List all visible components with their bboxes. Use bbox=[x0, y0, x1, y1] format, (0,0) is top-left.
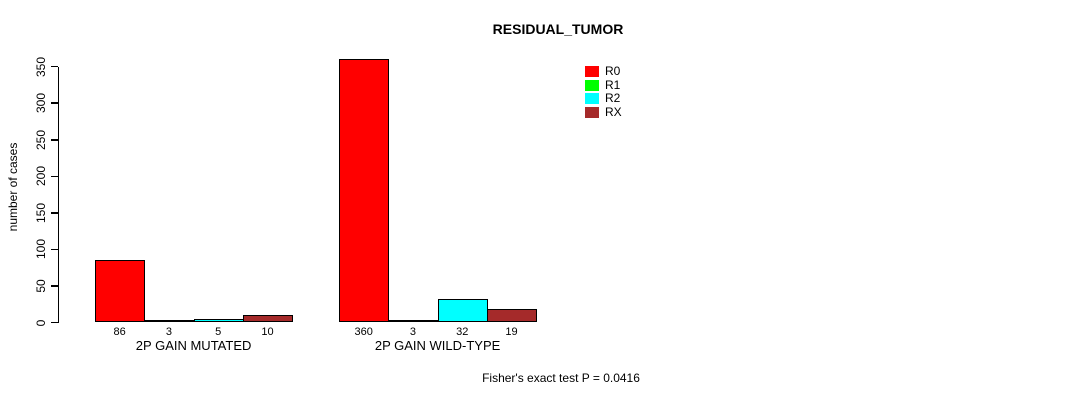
category-label-group2: 2P GAIN WILD-TYPE bbox=[374, 337, 501, 353]
bar-r2-group1 bbox=[193, 318, 244, 323]
legend-item-r0: R0 bbox=[585, 64, 622, 78]
y-tick-mark bbox=[50, 212, 58, 214]
legend-label: RX bbox=[605, 104, 622, 119]
legend-swatch-rx bbox=[585, 106, 599, 118]
bar-rx-group2 bbox=[486, 308, 538, 323]
y-tick-mark bbox=[50, 65, 58, 68]
y-tick-mark bbox=[50, 139, 58, 141]
category-label-group1: 2P GAIN MUTATED bbox=[135, 337, 252, 353]
bar-value-label: 5 bbox=[215, 325, 222, 338]
bar-value-label: 3 bbox=[409, 325, 416, 338]
y-tick-mark bbox=[50, 102, 58, 104]
y-axis-title: number of cases bbox=[6, 142, 20, 232]
y-tick-mark bbox=[50, 248, 58, 251]
legend-label: R0 bbox=[605, 64, 621, 78]
legend-swatch-r2 bbox=[585, 93, 599, 104]
bar-value-label: 32 bbox=[456, 325, 469, 338]
legend-swatch-r1 bbox=[585, 79, 599, 91]
bar-value-label: 19 bbox=[505, 325, 518, 338]
y-tick-label: 200 bbox=[34, 166, 48, 187]
y-tick-label: 50 bbox=[34, 279, 48, 293]
bar-value-label: 3 bbox=[165, 325, 172, 338]
bar-rx-group1 bbox=[242, 315, 294, 323]
legend-item-r2: R2 bbox=[585, 91, 622, 105]
y-tick-label: 150 bbox=[34, 202, 48, 223]
bar-r1-group2 bbox=[388, 320, 439, 323]
bar-value-label: 360 bbox=[354, 325, 373, 338]
chart-title: RESIDUAL_TUMOR bbox=[492, 21, 624, 37]
y-tick-mark bbox=[50, 175, 58, 178]
legend-item-rx: RX bbox=[585, 104, 622, 119]
bar-r0-group1 bbox=[95, 259, 146, 323]
bar-r0-group2 bbox=[339, 59, 390, 323]
bar-r1-group1 bbox=[144, 320, 195, 323]
y-tick-label: 250 bbox=[34, 129, 48, 150]
bar-value-label: 86 bbox=[113, 325, 126, 338]
legend-label: R2 bbox=[605, 91, 621, 105]
bar-r2-group2 bbox=[437, 299, 488, 323]
fisher-test-annotation: Fisher's exact test P = 0.0416 bbox=[482, 371, 640, 385]
y-tick-mark bbox=[50, 321, 58, 324]
y-tick-label: 100 bbox=[34, 239, 48, 260]
y-tick-label: 300 bbox=[34, 93, 48, 114]
legend-label: R1 bbox=[605, 77, 621, 92]
y-tick-mark bbox=[50, 285, 58, 287]
y-tick-label: 350 bbox=[34, 56, 48, 77]
legend-item-r1: R1 bbox=[585, 77, 622, 92]
y-tick-label: 0 bbox=[34, 319, 48, 326]
legend: R0 R1 R2 RX bbox=[585, 64, 622, 120]
y-axis-line bbox=[57, 66, 59, 324]
legend-swatch-r0 bbox=[585, 66, 599, 77]
bar-value-label: 10 bbox=[261, 325, 274, 338]
